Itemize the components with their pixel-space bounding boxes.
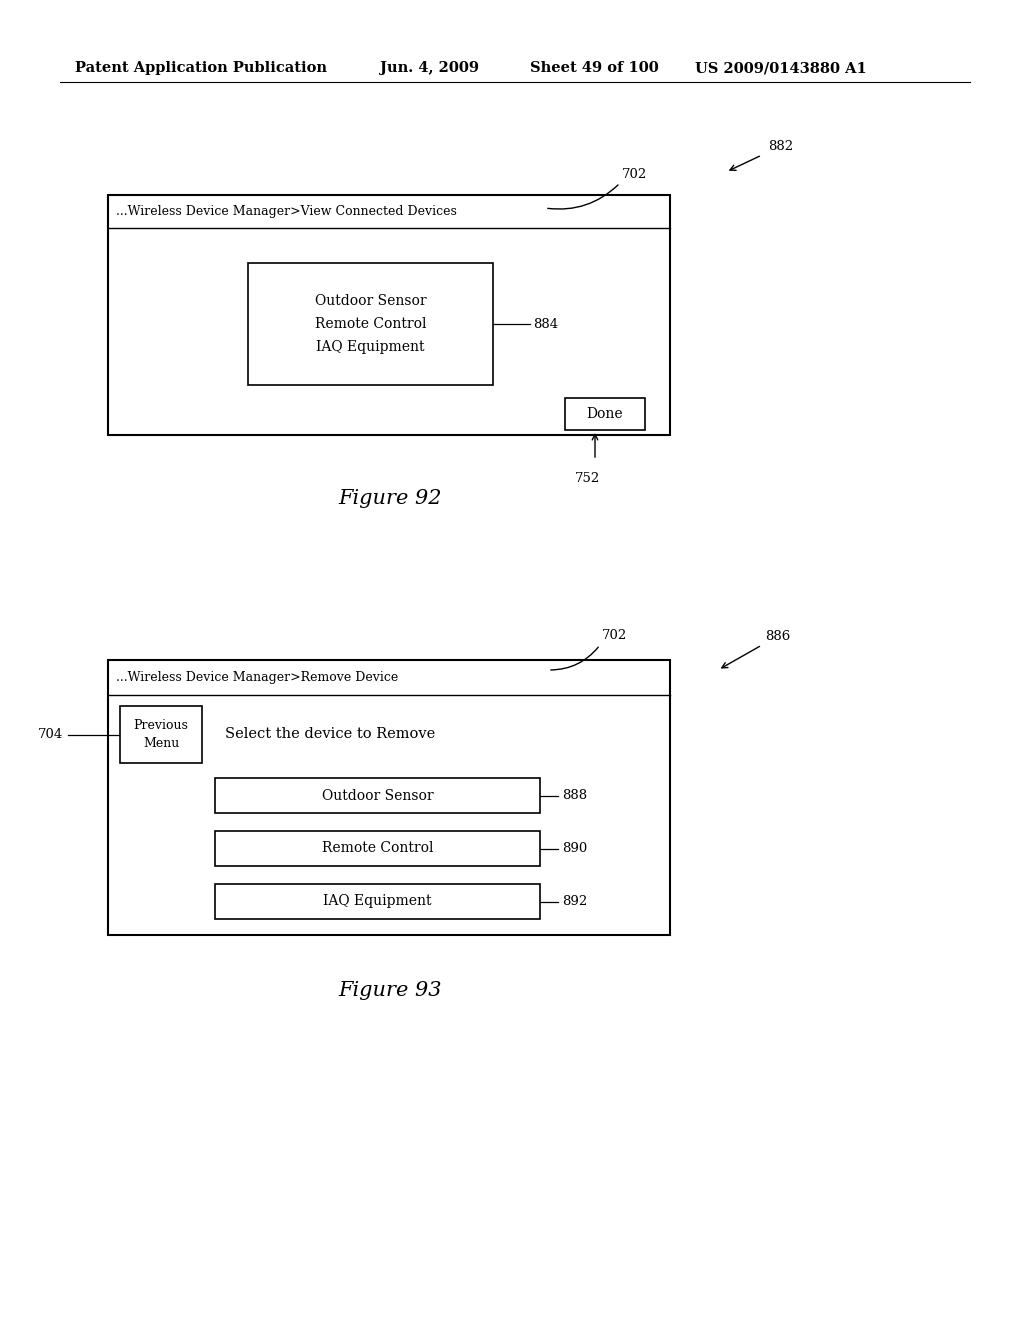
Text: 882: 882 [768, 140, 794, 153]
Bar [108, 660, 670, 935]
Text: Sheet 49 of 100: Sheet 49 of 100 [530, 61, 658, 75]
Text: 892: 892 [562, 895, 587, 908]
Text: Previous
Menu: Previous Menu [133, 719, 188, 750]
Text: Jun. 4, 2009: Jun. 4, 2009 [380, 61, 479, 75]
Text: IAQ Equipment: IAQ Equipment [324, 895, 432, 908]
Text: 702: 702 [602, 630, 628, 642]
Text: 752: 752 [575, 473, 600, 484]
Text: US 2009/0143880 A1: US 2009/0143880 A1 [695, 61, 866, 75]
Bar [565, 399, 645, 430]
Text: Figure 92: Figure 92 [338, 488, 441, 507]
Text: 702: 702 [622, 168, 647, 181]
Text: Select the device to Remove: Select the device to Remove [225, 727, 435, 742]
Text: Remote Control: Remote Control [322, 842, 433, 855]
Text: Figure 93: Figure 93 [338, 981, 441, 999]
Text: Outdoor Sensor
Remote Control
IAQ Equipment: Outdoor Sensor Remote Control IAQ Equipm… [314, 294, 426, 354]
Text: 704: 704 [38, 729, 63, 741]
Text: Patent Application Publication: Patent Application Publication [75, 61, 327, 75]
Bar [215, 832, 540, 866]
Text: 886: 886 [765, 630, 791, 643]
Bar [248, 263, 493, 385]
Bar [215, 884, 540, 919]
Text: 884: 884 [534, 318, 558, 330]
Text: ...Wireless Device Manager>View Connected Devices: ...Wireless Device Manager>View Connecte… [116, 205, 457, 218]
Bar [108, 195, 670, 436]
Text: 888: 888 [562, 789, 587, 803]
Text: Outdoor Sensor: Outdoor Sensor [322, 788, 433, 803]
Bar [215, 777, 540, 813]
Bar [120, 706, 202, 763]
Text: ...Wireless Device Manager>Remove Device: ...Wireless Device Manager>Remove Device [116, 671, 398, 684]
Text: Done: Done [587, 407, 624, 421]
Text: 890: 890 [562, 842, 587, 855]
